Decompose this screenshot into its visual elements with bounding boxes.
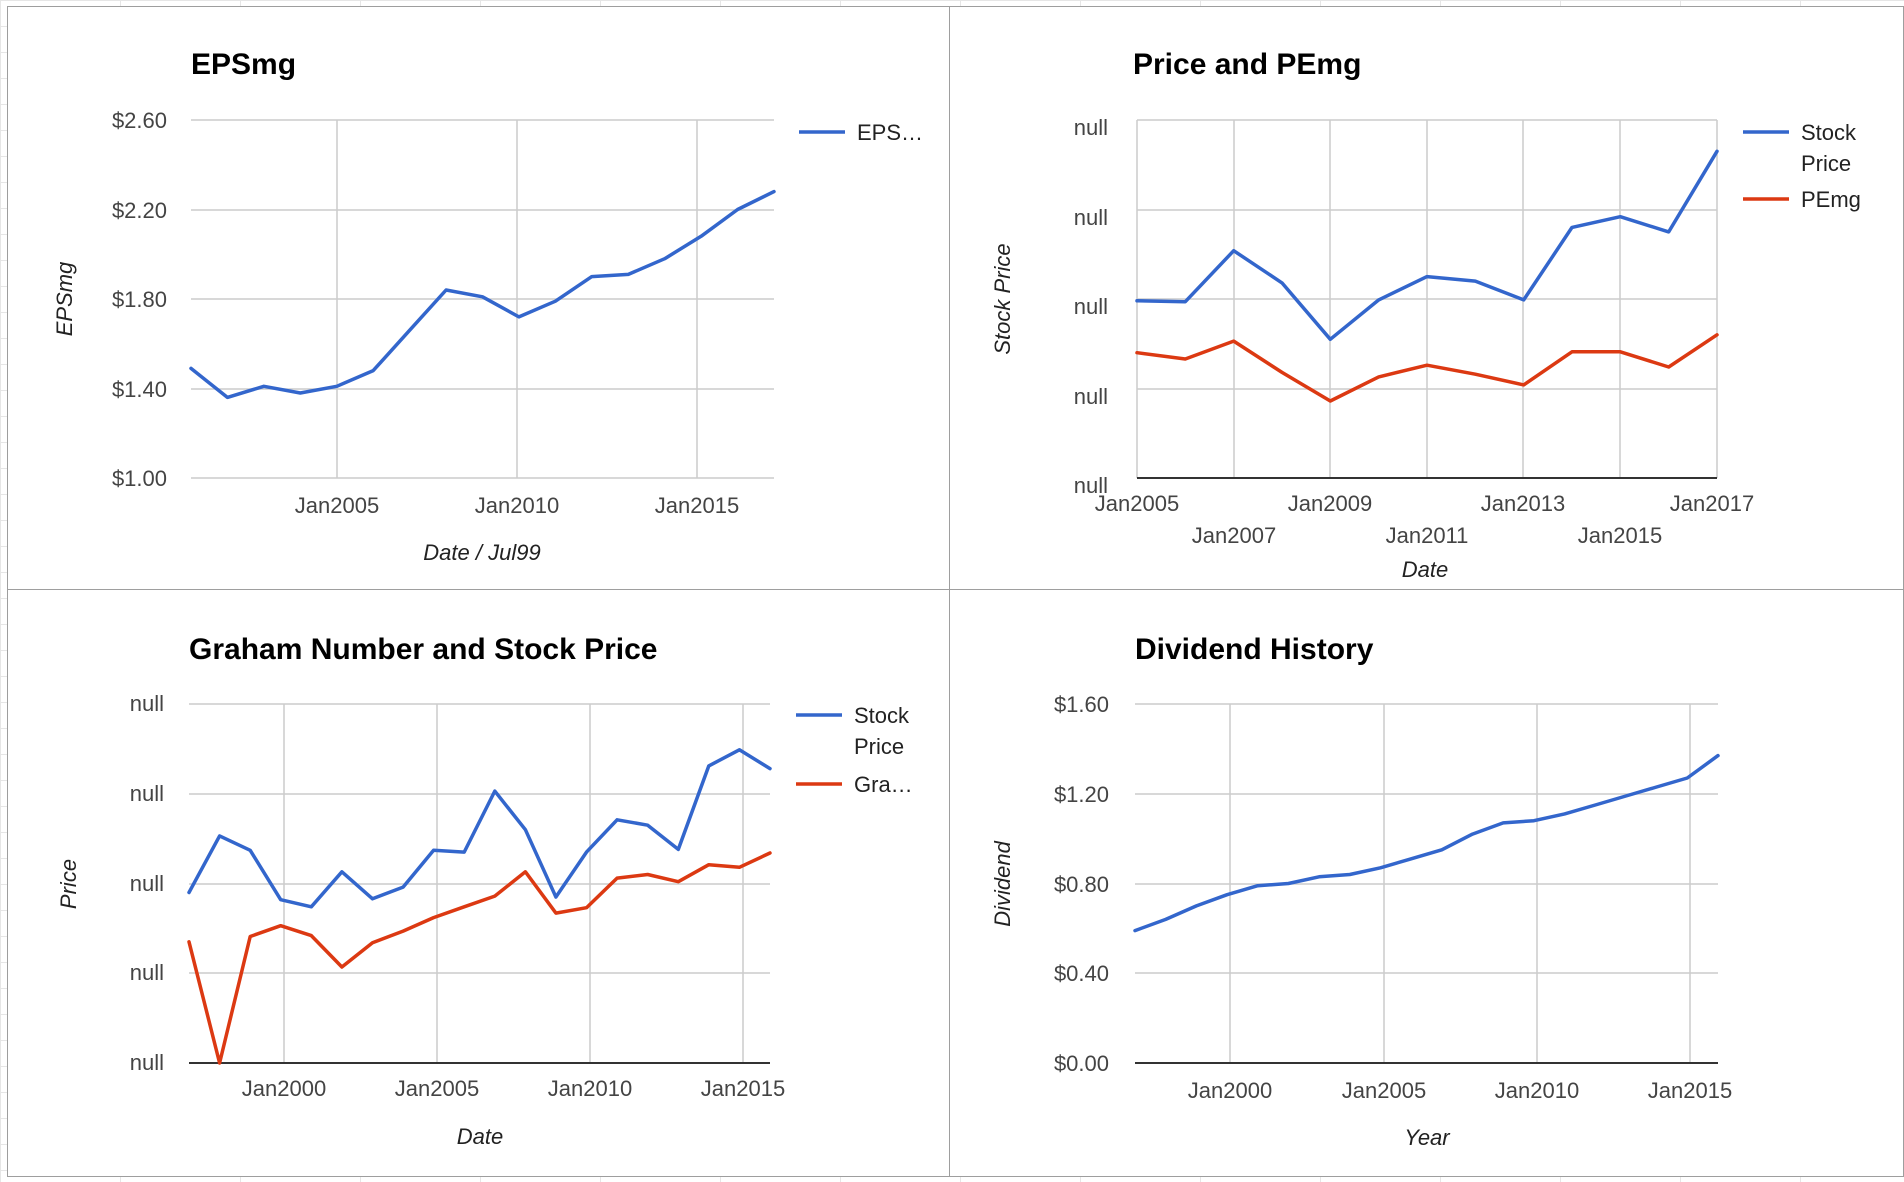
- y-tick-label: $1.80: [112, 287, 167, 312]
- x-tick-label: Jan2007: [1192, 523, 1276, 548]
- y-axis-title: EPSmg: [52, 261, 77, 336]
- x-tick-label: Jan2005: [1095, 491, 1179, 516]
- gridlines: [189, 703, 770, 1063]
- chart-dividend-svg: Dividend History $1.60 $1.20 $0.80 $0.40…: [990, 633, 1732, 1150]
- x-tick-label: Jan2005: [1342, 1078, 1426, 1103]
- y-axis-title: Price: [56, 859, 81, 909]
- y-tick-label: null: [130, 1050, 164, 1075]
- x-tick-label: Jan2011: [1386, 523, 1469, 548]
- x-tick-label: Jan2015: [1578, 523, 1662, 548]
- x-tick-label: Jan2005: [295, 493, 379, 518]
- y-tick-label: $1.00: [112, 466, 167, 491]
- chart-panel-graham-number[interactable]: Graham Number and Stock Price null null …: [7, 589, 950, 1177]
- y-tick-label: null: [1074, 205, 1108, 230]
- y-tick-label: null: [130, 691, 164, 716]
- series-line-dividend: [1133, 753, 1720, 933]
- legend-label: EPS…: [857, 120, 923, 145]
- y-tick-label: null: [1074, 384, 1108, 409]
- chart-title: Price and PEmg: [1133, 48, 1361, 81]
- legend-label: Price: [1801, 151, 1851, 176]
- series-line-stock-price: [1135, 149, 1719, 342]
- chart-title: EPSmg: [191, 48, 296, 81]
- x-tick-label: Jan2013: [1481, 491, 1565, 516]
- x-axis-title: Date: [457, 1124, 503, 1149]
- y-tick-label: $2.60: [112, 108, 167, 133]
- legend: EPS…: [799, 120, 923, 145]
- x-axis-title: Date / Jul99: [423, 540, 540, 565]
- chart-panel-epsmg[interactable]: EPSmg $2.60 $2.20 $1.80 $1.40 $1.00 Jan2…: [7, 6, 950, 590]
- x-axis-title: Date: [1402, 557, 1448, 582]
- chart-panel-dividend-history[interactable]: Dividend History $1.60 $1.20 $0.80 $0.40…: [949, 589, 1904, 1177]
- y-tick-label: $0.80: [1054, 872, 1109, 897]
- chart-title: Dividend History: [1135, 633, 1374, 666]
- x-tick-label: Jan2010: [548, 1076, 632, 1101]
- x-axis-title: Year: [1404, 1125, 1451, 1150]
- x-tick-label: Jan2015: [1648, 1078, 1732, 1103]
- x-tick-label: Jan2005: [395, 1076, 479, 1101]
- legend-label: Stock: [854, 703, 910, 728]
- chart-title: Graham Number and Stock Price: [189, 633, 658, 666]
- y-tick-label: null: [1074, 294, 1108, 319]
- y-tick-label: null: [130, 871, 164, 896]
- series-line-stock-price: [187, 748, 772, 909]
- legend-label: Stock: [1801, 120, 1857, 145]
- x-tick-label: Jan2010: [475, 493, 559, 518]
- legend-label: PEmg: [1801, 187, 1861, 212]
- y-tick-label: $1.60: [1054, 692, 1109, 717]
- x-tick-label: Jan2017: [1670, 491, 1754, 516]
- x-tick-label: Jan2000: [1188, 1078, 1272, 1103]
- chart-price-pemg-svg: Price and PEmg null null null null null …: [990, 48, 1861, 582]
- y-tick-label: $0.00: [1054, 1051, 1109, 1076]
- y-tick-label: $0.40: [1054, 961, 1109, 986]
- y-tick-label: null: [130, 960, 164, 985]
- y-axis-title: Dividend: [990, 840, 1015, 926]
- series-line-graham-number: [187, 851, 772, 1065]
- y-axis-title: Stock Price: [990, 243, 1015, 354]
- x-tick-label: Jan2015: [701, 1076, 785, 1101]
- gridlines: [1135, 703, 1718, 1063]
- gridlines: [191, 119, 774, 479]
- x-tick-label: Jan2009: [1288, 491, 1372, 516]
- x-tick-label: Jan2000: [242, 1076, 326, 1101]
- x-tick-label: Jan2015: [655, 493, 739, 518]
- y-tick-label: null: [1074, 115, 1108, 140]
- x-tick-label: Jan2010: [1495, 1078, 1579, 1103]
- legend: Stock Price Gra…: [796, 703, 913, 797]
- gridlines: [1136, 119, 1718, 478]
- series-line-pemg: [1135, 333, 1719, 403]
- chart-graham-svg: Graham Number and Stock Price null null …: [56, 633, 913, 1149]
- y-tick-label: $1.40: [112, 377, 167, 402]
- y-tick-label: $1.20: [1054, 782, 1109, 807]
- chart-panel-price-pemg[interactable]: Price and PEmg null null null null null …: [949, 6, 1904, 590]
- series-line-epsmg: [189, 189, 776, 400]
- legend-label: Gra…: [854, 772, 913, 797]
- legend: Stock Price PEmg: [1743, 120, 1861, 212]
- y-tick-label: null: [130, 781, 164, 806]
- y-tick-label: null: [1074, 473, 1108, 498]
- legend-label: Price: [854, 734, 904, 759]
- y-tick-label: $2.20: [112, 198, 167, 223]
- chart-epsmg-svg: EPSmg $2.60 $2.20 $1.80 $1.40 $1.00 Jan2…: [52, 48, 923, 565]
